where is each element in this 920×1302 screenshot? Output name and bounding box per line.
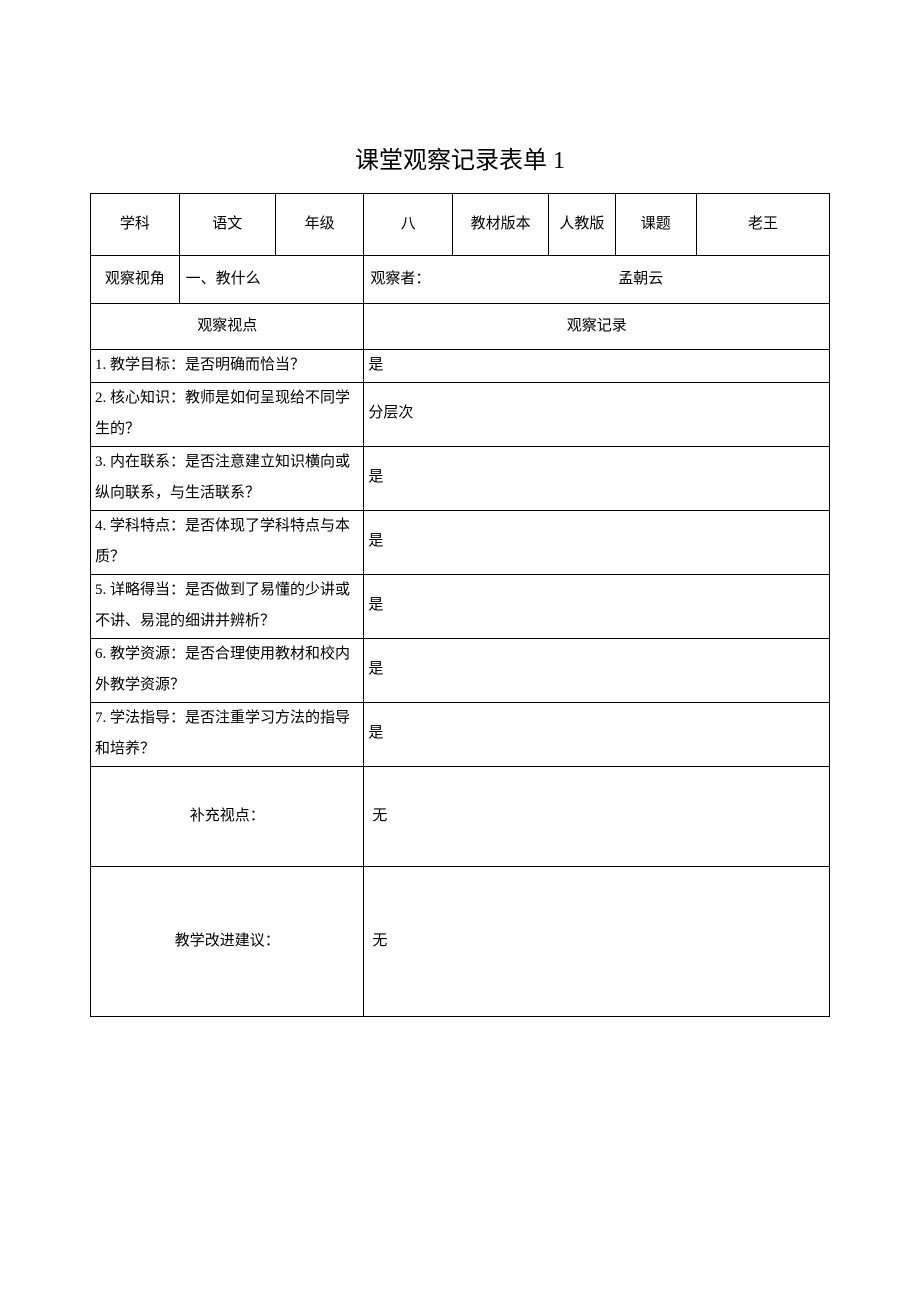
answer-text: 是 xyxy=(364,638,830,702)
observer-label: 观察者： xyxy=(364,256,453,304)
observation-table: 学科 语文 年级 八 教材版本 人教版 课题 老王 观察视角 一、教什么 观察者… xyxy=(90,193,830,1017)
question-text: 5. 详略得当：是否做到了易懂的少讲或不讲、易混的细讲并辨析？ xyxy=(91,574,364,638)
observer-value: 孟朝云 xyxy=(453,256,830,304)
question-text: 4. 学科特点：是否体现了学科特点与本质？ xyxy=(91,510,364,574)
question-text: 7. 学法指导：是否注重学习方法的指导和培养？ xyxy=(91,702,364,766)
topic-label: 课题 xyxy=(615,194,696,256)
page-title: 课堂观察记录表单 1 xyxy=(90,140,830,175)
viewpoint-header: 观察视点 xyxy=(91,304,364,350)
answer-text: 是 xyxy=(364,446,830,510)
suggestion-label: 教学改进建议： xyxy=(91,866,364,1016)
grade-label: 年级 xyxy=(275,194,364,256)
answer-text: 是 xyxy=(364,350,830,383)
answer-text: 是 xyxy=(364,510,830,574)
question-text: 2. 核心知识：教师是如何呈现给不同学生的？ xyxy=(91,382,364,446)
supplement-value: 无 xyxy=(364,766,830,866)
suggestion-row: 教学改进建议： 无 xyxy=(91,866,830,1016)
perspective-value: 一、教什么 xyxy=(179,256,364,304)
table-row: 6. 教学资源：是否合理使用教材和校内外教学资源？ 是 xyxy=(91,638,830,702)
table-row: 2. 核心知识：教师是如何呈现给不同学生的？ 分层次 xyxy=(91,382,830,446)
textbook-value: 人教版 xyxy=(549,194,616,256)
topic-value: 老王 xyxy=(696,194,829,256)
supplement-row: 补充视点： 无 xyxy=(91,766,830,866)
header-row: 学科 语文 年级 八 教材版本 人教版 课题 老王 xyxy=(91,194,830,256)
subheader-row: 观察视点 观察记录 xyxy=(91,304,830,350)
answer-text: 是 xyxy=(364,702,830,766)
subject-label: 学科 xyxy=(91,194,180,256)
question-text: 6. 教学资源：是否合理使用教材和校内外教学资源？ xyxy=(91,638,364,702)
perspective-label: 观察视角 xyxy=(91,256,180,304)
question-text: 3. 内在联系：是否注意建立知识横向或纵向联系，与生活联系？ xyxy=(91,446,364,510)
table-row: 1. 教学目标：是否明确而恰当？ 是 xyxy=(91,350,830,383)
textbook-label: 教材版本 xyxy=(453,194,549,256)
subject-value: 语文 xyxy=(179,194,275,256)
answer-text: 是 xyxy=(364,574,830,638)
table-row: 5. 详略得当：是否做到了易懂的少讲或不讲、易混的细讲并辨析？ 是 xyxy=(91,574,830,638)
suggestion-value: 无 xyxy=(364,866,830,1016)
record-header: 观察记录 xyxy=(364,304,830,350)
table-row: 3. 内在联系：是否注意建立知识横向或纵向联系，与生活联系？ 是 xyxy=(91,446,830,510)
table-row: 7. 学法指导：是否注重学习方法的指导和培养？ 是 xyxy=(91,702,830,766)
answer-text: 分层次 xyxy=(364,382,830,446)
grade-value: 八 xyxy=(364,194,453,256)
table-row: 4. 学科特点：是否体现了学科特点与本质？ 是 xyxy=(91,510,830,574)
supplement-label: 补充视点： xyxy=(91,766,364,866)
observer-row: 观察视角 一、教什么 观察者： 孟朝云 xyxy=(91,256,830,304)
question-text: 1. 教学目标：是否明确而恰当？ xyxy=(91,350,364,383)
